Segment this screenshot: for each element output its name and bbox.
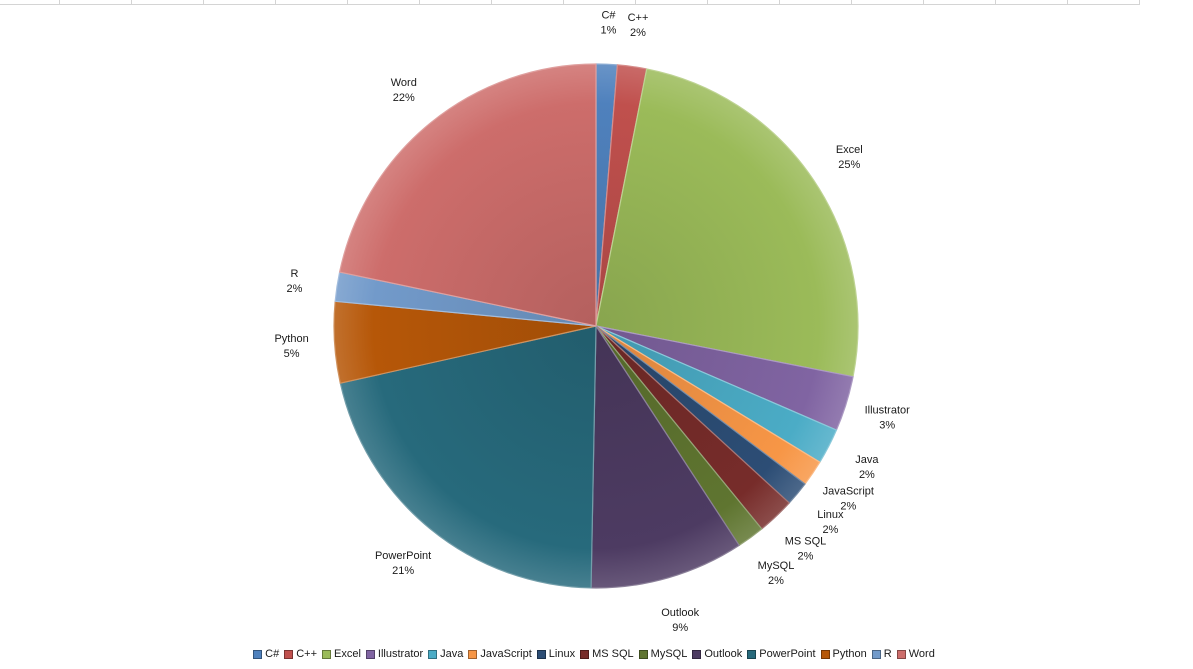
legend-swatch (468, 649, 478, 659)
legend-swatch (820, 649, 830, 659)
legend-item-cplusplus: C++ (284, 648, 317, 660)
legend-item-mysql: MySQL (638, 648, 688, 660)
legend-item-outlook: Outlook (692, 648, 742, 660)
data-labels: C# 1% C++ 2% Excel 25% Illustrator 3% Java 2% Java… (274, 9, 910, 634)
data-label-linux: Linux 2% (817, 509, 844, 536)
legend-label: C++ (296, 648, 318, 660)
data-label-powerpoint: PowerPoint 21% (375, 550, 431, 577)
data-label-python: Python 5% (274, 333, 308, 360)
legend-item-illustrator: Illustrator (365, 648, 424, 660)
legend-item-word: Word (896, 648, 935, 660)
legend-label: Python (832, 648, 867, 660)
column-edge (707, 0, 708, 4)
data-label-r: R 2% (287, 268, 303, 295)
slice-outlook (590, 325, 740, 589)
legend-item-python: Python (820, 648, 867, 660)
column-edge (635, 0, 636, 4)
legend-label: MySQL (650, 648, 688, 660)
data-label-ms-sql: MS SQL 2% (785, 536, 827, 563)
data-label-excel: Excel 25% (836, 144, 863, 171)
legend-swatch (253, 649, 263, 659)
column-edge (1067, 0, 1068, 4)
legend-swatch (692, 649, 702, 659)
column-edge (923, 0, 924, 4)
legend-swatch (580, 649, 590, 659)
legend-label: Excel (334, 648, 361, 660)
column-edge (851, 0, 852, 4)
data-label-illustrator: Illustrator 3% (865, 405, 911, 432)
slice-excel (595, 68, 859, 378)
legend-label: Outlook (704, 648, 743, 660)
pie-slices (333, 63, 859, 589)
slice-powerpoint (339, 325, 597, 589)
data-label-javascript: JavaScript 2% (823, 485, 874, 512)
data-label-csharp: C# 1% (601, 9, 617, 36)
legend-label: Java (440, 648, 464, 660)
legend-label: JavaScript (480, 648, 532, 660)
column-edge (419, 0, 420, 4)
legend-item-powerpoint: PowerPoint (747, 648, 816, 660)
worksheet-gridlines (0, 0, 1140, 5)
legend-swatch (428, 649, 438, 659)
legend-label: MS SQL (592, 648, 634, 660)
data-label-outlook: Outlook 9% (661, 607, 699, 634)
legend-label: Word (908, 648, 935, 660)
legend-label: Linux (548, 648, 576, 660)
column-edge (779, 0, 780, 4)
column-edge (1139, 0, 1140, 4)
legend: C# C++ Excel Illustrator Java JavaScript Linux… (0, 646, 1193, 662)
legend-swatch (871, 649, 881, 659)
legend-item-java: Java (428, 648, 463, 660)
legend-label: PowerPoint (759, 648, 816, 660)
data-label-mysql: MySQL 2% (758, 560, 795, 587)
data-label-java: Java 2% (855, 454, 879, 481)
column-edge (995, 0, 996, 4)
legend-swatch (536, 649, 546, 659)
legend-item-r: R (871, 648, 892, 660)
legend-swatch (365, 649, 375, 659)
column-edge (563, 0, 564, 4)
legend-swatch (896, 649, 906, 659)
legend-swatch (747, 649, 757, 659)
column-edge (203, 0, 204, 4)
legend-item-ms-sql: MS SQL (580, 648, 634, 660)
legend-item-linux: Linux (536, 648, 576, 660)
column-edge (59, 0, 60, 4)
slice-word (339, 63, 597, 327)
legend-swatch (638, 649, 648, 659)
legend-item-excel: Excel (322, 648, 361, 660)
legend-swatch (322, 649, 332, 659)
legend-item-csharp: C# (253, 648, 279, 660)
column-edge (347, 0, 348, 4)
column-edge (131, 0, 132, 4)
legend-item-javascript: JavaScript (468, 648, 532, 660)
legend-label: R (883, 648, 892, 660)
data-label-word: Word 22% (391, 77, 417, 104)
legend-label: C# (265, 648, 280, 660)
column-edge (275, 0, 276, 4)
legend-label: Illustrator (377, 648, 424, 660)
legend-swatch (284, 649, 294, 659)
data-label-cplusplus: C++ 2% (628, 12, 649, 39)
column-edge (491, 0, 492, 4)
